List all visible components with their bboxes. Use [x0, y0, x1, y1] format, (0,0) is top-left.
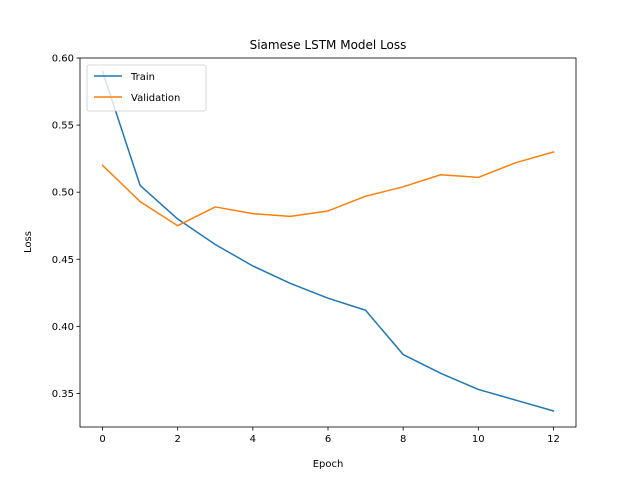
- x-tick-label: 8: [400, 434, 406, 445]
- x-tick-label: 4: [250, 434, 256, 445]
- x-tick-label: 10: [472, 434, 485, 445]
- x-tick-label: 2: [175, 434, 181, 445]
- plot-frame: [79, 57, 577, 428]
- legend: Train Validation: [86, 64, 207, 112]
- series-lines: [101, 70, 555, 412]
- y-axis-ticks: 0.35 0.40 0.45 0.50 0.55 0.60: [52, 54, 80, 400]
- x-tick-label: 6: [325, 434, 331, 445]
- legend-label-validation: Validation: [131, 93, 180, 104]
- y-tick-label: 0.60: [52, 54, 74, 65]
- series-line-train: [101, 70, 555, 412]
- y-tick-label: 0.50: [52, 188, 74, 199]
- y-tick-label: 0.45: [52, 255, 74, 266]
- x-axis-label: Epoch: [313, 459, 344, 470]
- y-tick-label: 0.35: [52, 389, 74, 400]
- y-tick-label: 0.55: [52, 121, 74, 132]
- x-tick-label: 12: [547, 434, 560, 445]
- legend-label-train: Train: [130, 72, 155, 83]
- chart-title: Siamese LSTM Model Loss: [250, 38, 407, 52]
- y-axis-label: Loss: [23, 231, 34, 253]
- y-tick-label: 0.40: [52, 322, 74, 333]
- plot-area: [80, 58, 576, 427]
- x-axis-ticks: 0 2 4 6 8 10 12: [99, 427, 560, 445]
- series-line-validation: [101, 151, 555, 227]
- x-tick-label: 0: [99, 434, 105, 445]
